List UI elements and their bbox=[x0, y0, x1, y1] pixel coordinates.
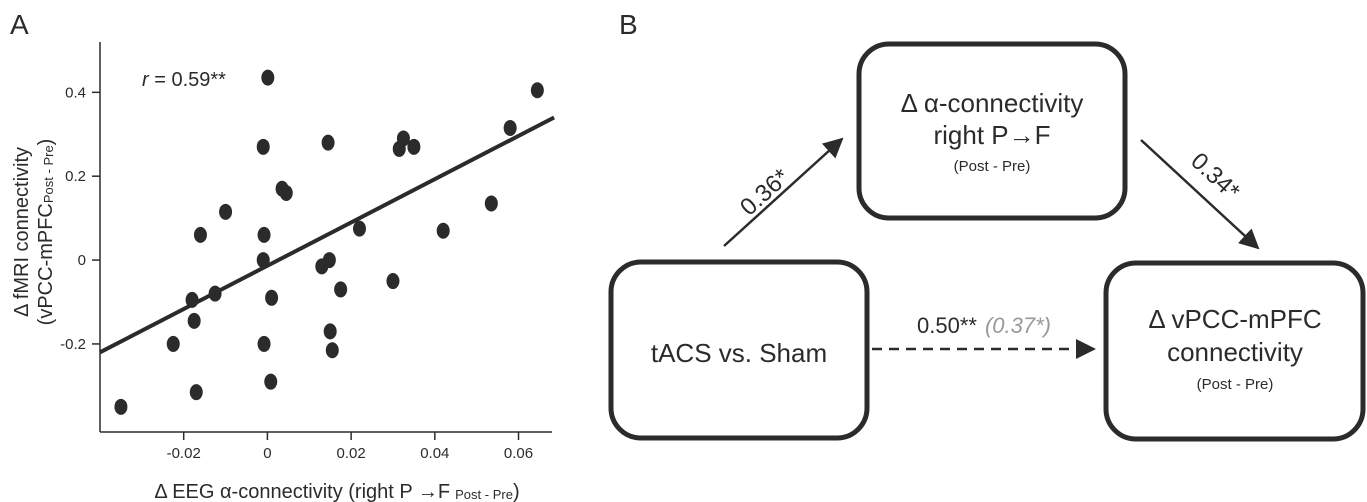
x-axis-label-main: Δ EEG α-connectivity (right P bbox=[154, 481, 418, 502]
data-point bbox=[396, 130, 410, 147]
x-tick-label: 0.06 bbox=[504, 445, 533, 462]
y-tick-label: -0.2 bbox=[60, 336, 86, 353]
mediator-box-frame bbox=[856, 41, 1128, 221]
axis-ticks: 0 0.02 0.04 0.06 -0.02 0.4 0.2 0 -0.2 bbox=[60, 84, 533, 462]
data-point bbox=[334, 281, 348, 298]
panel-a-label: A bbox=[10, 9, 29, 40]
correlation-symbol: r bbox=[142, 69, 150, 91]
regression-line bbox=[99, 115, 556, 355]
data-point bbox=[484, 195, 498, 212]
data-point bbox=[325, 342, 339, 359]
data-point bbox=[256, 138, 270, 155]
path-b-coefficient: 0.34* bbox=[1185, 148, 1244, 206]
x-axis-label-sub: Post - Pre bbox=[455, 487, 513, 502]
data-point bbox=[265, 289, 279, 306]
data-point bbox=[323, 323, 337, 340]
correlation-annotation: r = 0.59** bbox=[142, 69, 226, 91]
data-point bbox=[193, 226, 207, 243]
panel-b-label: B bbox=[619, 9, 638, 40]
data-point bbox=[257, 226, 271, 243]
x-axis-label-f: F bbox=[438, 481, 450, 502]
data-point bbox=[114, 398, 128, 415]
mediator-box-line1: Δ α-connectivity bbox=[901, 88, 1084, 118]
x-axis-label-arrow: → bbox=[418, 481, 438, 502]
data-point bbox=[436, 222, 450, 239]
mediator-box-line2: right P→F bbox=[933, 120, 1050, 150]
data-point bbox=[279, 184, 293, 201]
path-a-coefficient: 0.36* bbox=[735, 164, 795, 222]
y-box-line1: Δ vPCC-mPFC bbox=[1148, 304, 1321, 334]
x-axis-label-close: ) bbox=[513, 481, 520, 502]
scatter-plot: 0 0.02 0.04 0.06 -0.02 0.4 0.2 0 -0.2 r = 0.59**… bbox=[11, 42, 556, 502]
y-box-line2: connectivity bbox=[1167, 337, 1303, 367]
y-axis-label-line2-main: (vPCC-mPFC bbox=[35, 203, 57, 325]
path-b-arrow bbox=[1140, 139, 1260, 250]
panel-b: B Δ α-connectivity right P→F (Post - Pre… bbox=[608, 9, 1366, 442]
path-c-total-effect: 0.50** bbox=[917, 313, 977, 338]
path-a-arrow bbox=[723, 137, 844, 247]
x-tick-label: 0 bbox=[263, 445, 271, 462]
data-point bbox=[407, 138, 421, 155]
data-point bbox=[386, 273, 400, 290]
y-tick-label: 0 bbox=[78, 252, 86, 269]
x-tick-label: 0.04 bbox=[420, 445, 449, 462]
data-point bbox=[321, 134, 335, 151]
data-point bbox=[257, 335, 271, 352]
data-point bbox=[503, 119, 517, 136]
mediator-box-sub: (Post - Pre) bbox=[954, 158, 1031, 175]
data-point bbox=[352, 220, 366, 237]
y-box-sub: (Post - Pre) bbox=[1197, 376, 1274, 393]
panel-a: A 0 0.02 0.04 0.06 -0.02 0.4 0.2 0 -0.2 r = 0.59… bbox=[10, 9, 556, 502]
y-axis-label-line1: Δ fMRI connectivity bbox=[11, 147, 33, 317]
x-tick-label: -0.02 bbox=[167, 445, 201, 462]
x-box: tACS vs. Sham bbox=[608, 259, 870, 441]
data-point bbox=[261, 69, 275, 86]
y-tick-label: 0.2 bbox=[65, 168, 86, 185]
y-tick-label: 0.4 bbox=[65, 84, 86, 101]
y-axis-label-line2-sub: Post - Pre bbox=[41, 145, 56, 203]
y-box-frame bbox=[1103, 260, 1366, 442]
x-tick-label: 0.02 bbox=[337, 445, 366, 462]
y-axis-label-line2: (vPCC-mPFCPost - Pre) bbox=[35, 139, 57, 326]
scatter-points bbox=[114, 69, 544, 415]
data-point bbox=[189, 384, 203, 401]
x-axis-label: Δ EEG α-connectivity (right P →F Post - P… bbox=[154, 481, 519, 502]
path-c-direct-effect: (0.37*) bbox=[985, 313, 1051, 338]
path-c-coefficients: 0.50** (0.37*) bbox=[917, 313, 1051, 338]
data-point bbox=[322, 252, 336, 269]
x-box-line1: tACS vs. Sham bbox=[651, 338, 827, 368]
y-axis-label-line2-close: ) bbox=[35, 139, 57, 146]
correlation-value: = 0.59** bbox=[149, 69, 227, 91]
data-point bbox=[264, 373, 278, 390]
x-box-frame bbox=[608, 259, 870, 441]
data-point bbox=[187, 312, 201, 329]
data-point bbox=[530, 82, 544, 99]
data-point bbox=[219, 203, 233, 220]
mediator-box: Δ α-connectivity right P→F (Post - Pre) bbox=[856, 41, 1128, 221]
y-box: Δ vPCC-mPFC connectivity (Post - Pre) bbox=[1103, 260, 1366, 442]
data-point bbox=[166, 335, 180, 352]
